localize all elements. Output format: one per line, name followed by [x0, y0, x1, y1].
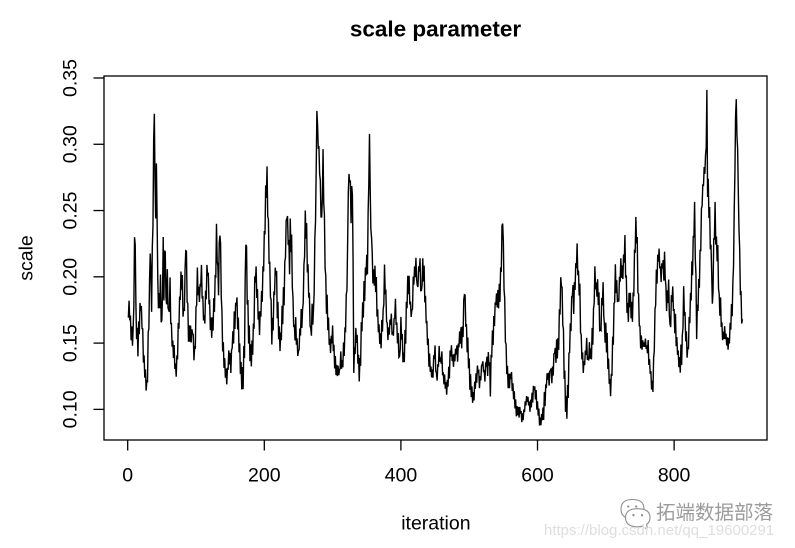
chart-title: scale parameter — [350, 17, 522, 42]
x-tick-label: 600 — [521, 465, 554, 487]
y-tick-label: 0.30 — [60, 125, 82, 163]
x-tick-label: 800 — [658, 465, 691, 487]
y-tick-label: 0.25 — [60, 191, 82, 229]
axes: 0 200 400 600 800 0.10 0.15 0.20 0.25 0.30 0.35 — [60, 59, 691, 487]
x-axis-title: iteration — [401, 513, 470, 535]
x-tick-label: 0 — [122, 465, 133, 487]
x-tick-label: 400 — [385, 465, 418, 487]
y-tick-label: 0.35 — [60, 59, 82, 97]
y-tick-label: 0.15 — [60, 324, 82, 362]
trace-line — [127, 89, 744, 426]
plot-border-box — [103, 75, 768, 441]
x-tick-label: 200 — [248, 465, 281, 487]
y-tick-label: 0.10 — [60, 390, 82, 428]
y-axis-title: scale — [16, 235, 38, 281]
y-tick-label: 0.20 — [60, 258, 82, 296]
